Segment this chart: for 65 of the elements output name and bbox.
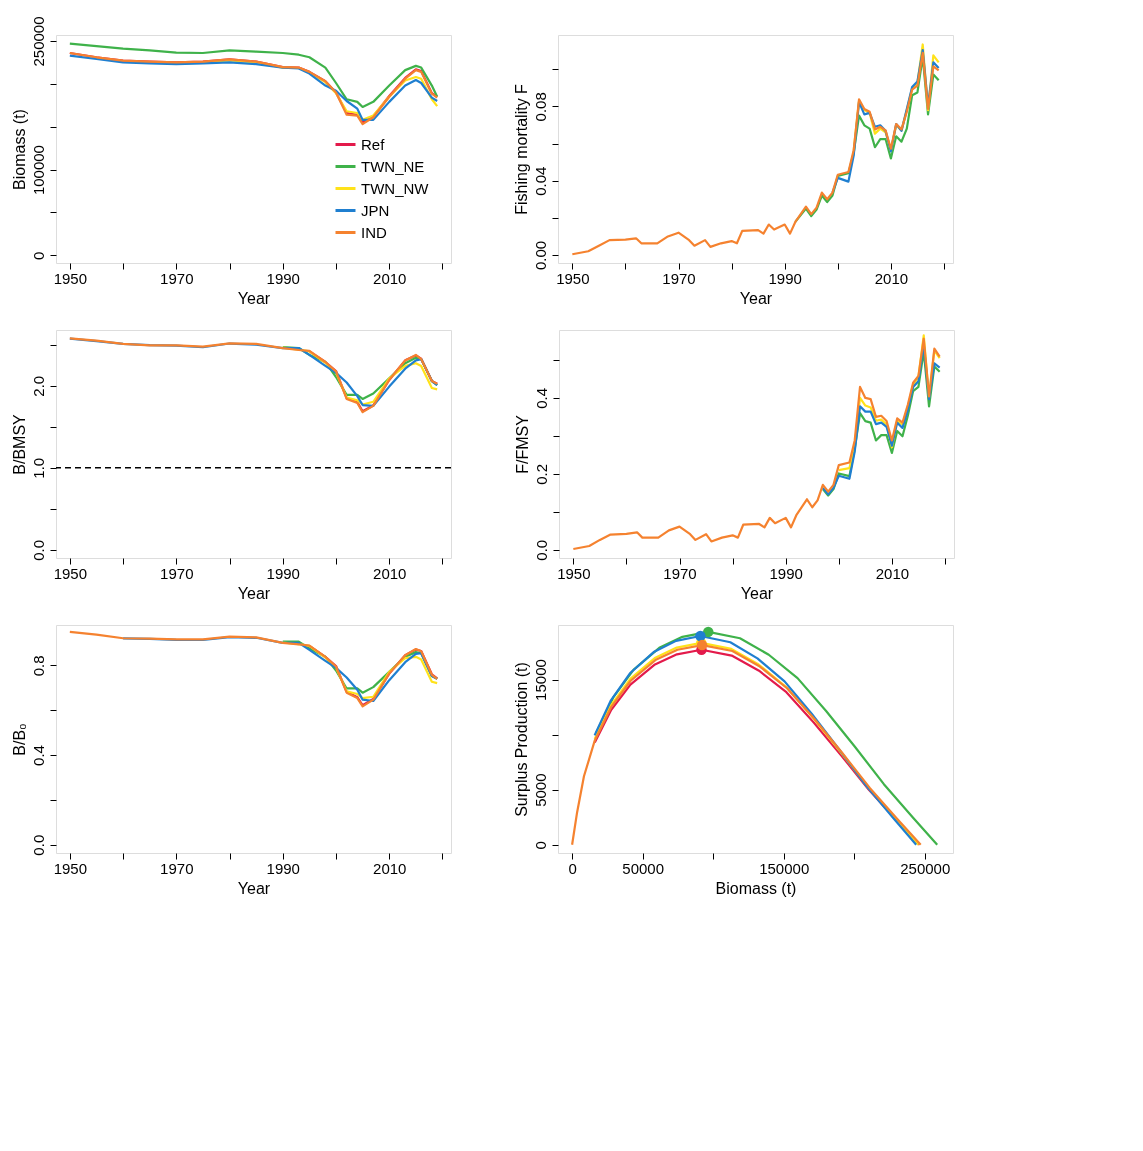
x-tick-label: 1970 bbox=[160, 859, 194, 877]
y-tick-label: 15000 bbox=[531, 659, 549, 701]
x-axis-title: Biomass (t) bbox=[715, 879, 797, 897]
line-series bbox=[68, 42, 439, 109]
y-tick-label: 0.00 bbox=[531, 240, 549, 271]
x-tick-label: 2010 bbox=[373, 269, 407, 287]
y-axis-title: B/B₀ bbox=[10, 723, 28, 756]
legend-label: TWN_NW bbox=[361, 179, 430, 197]
x-tick-label: 1970 bbox=[663, 564, 697, 582]
y-tick-label: 0.4 bbox=[532, 388, 550, 409]
y-axis-title: F/FMSY bbox=[513, 414, 531, 474]
point bbox=[703, 626, 714, 638]
x-tick-label: 1990 bbox=[768, 269, 802, 287]
line-series bbox=[572, 337, 941, 551]
y-tick-label: 0.8 bbox=[29, 655, 47, 677]
line-series bbox=[68, 630, 439, 708]
x-tick-label: 1950 bbox=[556, 269, 590, 287]
x-tick-label: 1990 bbox=[769, 564, 803, 582]
x-tick-label: 1950 bbox=[53, 269, 88, 287]
y-tick-label: 250000 bbox=[29, 16, 47, 67]
x-tick-label: 1970 bbox=[160, 564, 194, 582]
x-tick-label: 1990 bbox=[266, 564, 300, 582]
x-axis-title: Year bbox=[237, 289, 271, 307]
y-tick-label: 0.0 bbox=[29, 834, 47, 856]
x-tick-label: 2010 bbox=[373, 564, 407, 582]
x-axis-title: Year bbox=[740, 584, 774, 602]
x-axis-title: Year bbox=[237, 879, 271, 897]
legend-label: JPN bbox=[361, 201, 390, 219]
x-tick-label: 1990 bbox=[266, 269, 300, 287]
y-tick-label: 0.2 bbox=[532, 463, 550, 485]
y-tick-label: 0.0 bbox=[532, 539, 550, 561]
y-tick-label: 0 bbox=[29, 251, 47, 260]
y-tick-label: 2.0 bbox=[29, 375, 47, 397]
y-tick-label: 1.0 bbox=[29, 457, 47, 479]
x-tick-label: 150000 bbox=[759, 859, 810, 877]
y-tick-label: 0.0 bbox=[29, 539, 47, 561]
y-tick-label: 100000 bbox=[29, 145, 47, 196]
legend-label: Ref bbox=[361, 135, 386, 153]
x-axis-title: Year bbox=[237, 584, 271, 602]
y-tick-label: 0 bbox=[531, 841, 549, 850]
line-series bbox=[571, 51, 940, 256]
y-tick-label: 0.4 bbox=[29, 745, 47, 766]
x-tick-label: 0 bbox=[568, 859, 577, 877]
x-tick-label: 1970 bbox=[662, 269, 696, 287]
x-tick-label: 1950 bbox=[557, 564, 591, 582]
legend-label: TWN_NE bbox=[361, 157, 425, 175]
x-tick-label: 1990 bbox=[266, 859, 300, 877]
y-axis-title: Fishing mortality F bbox=[512, 83, 530, 215]
x-tick-label: 250000 bbox=[900, 859, 951, 877]
x-tick-label: 1970 bbox=[160, 269, 194, 287]
legend-label: IND bbox=[361, 223, 387, 241]
x-tick-label: 2010 bbox=[373, 859, 407, 877]
y-tick-label: 0.08 bbox=[531, 92, 549, 122]
y-axis-title: B/BMSY bbox=[10, 413, 28, 475]
y-axis-title: Biomass (t) bbox=[10, 109, 28, 190]
x-tick-label: 1950 bbox=[53, 564, 88, 582]
y-tick-label: 0.04 bbox=[531, 166, 549, 196]
y-axis-title: Surplus Production (t) bbox=[512, 662, 530, 817]
x-tick-label: 50000 bbox=[622, 859, 664, 877]
x-tick-label: 2010 bbox=[874, 269, 909, 287]
point bbox=[695, 630, 706, 642]
y-tick-label: 5000 bbox=[531, 773, 549, 807]
x-axis-title: Year bbox=[739, 289, 773, 307]
x-tick-label: 2010 bbox=[875, 564, 910, 582]
x-tick-label: 1950 bbox=[53, 859, 88, 877]
